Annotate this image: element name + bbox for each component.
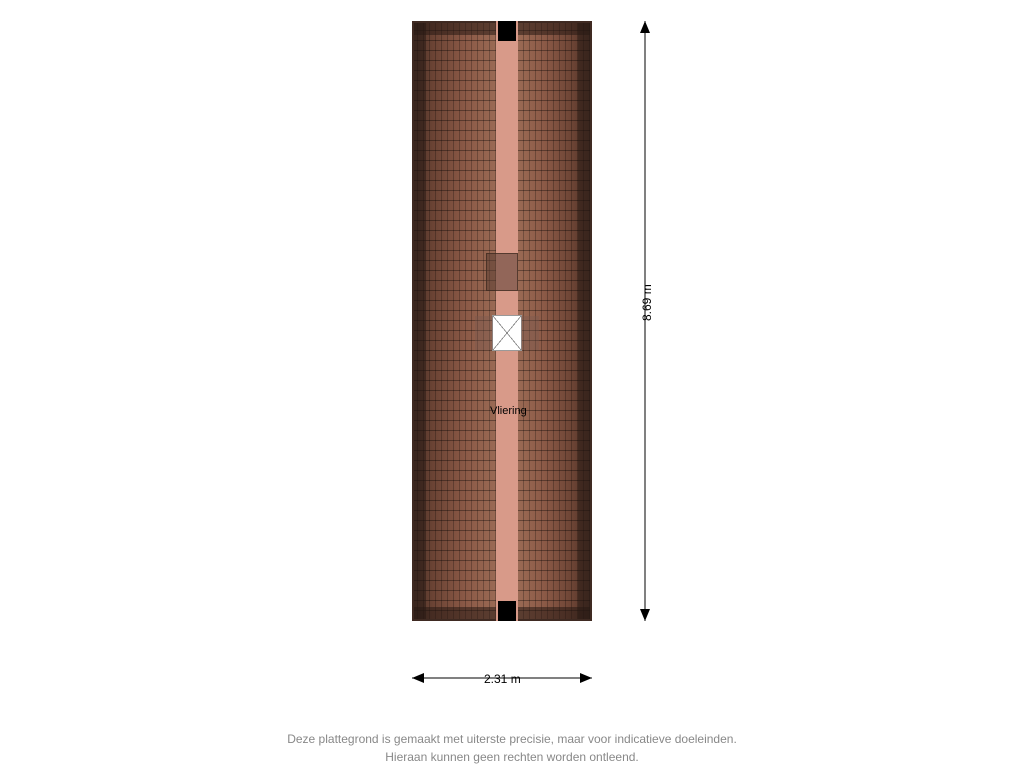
skylight-frame-left <box>475 316 493 350</box>
chimney-bottom <box>498 601 516 621</box>
dimension-height-label: 8.69 m <box>640 284 654 321</box>
room-roof-box: Vliering <box>412 21 592 621</box>
dimension-width-label: 2.31 m <box>484 672 521 686</box>
floorplan-canvas: Vliering 8.69 m 2.31 m Deze plattegrond … <box>0 0 1024 768</box>
room-label: Vliering <box>490 405 527 417</box>
chimney-top <box>498 21 516 41</box>
roof-hatch <box>486 253 518 291</box>
disclaimer-line2: Hieraan kunnen geen rechten worden ontle… <box>385 750 639 764</box>
disclaimer-line1: Deze plattegrond is gemaakt met uiterste… <box>287 732 737 746</box>
skylight-frame-right <box>521 316 539 350</box>
disclaimer-text: Deze plattegrond is gemaakt met uiterste… <box>0 730 1024 766</box>
skylight-opening <box>492 315 522 351</box>
